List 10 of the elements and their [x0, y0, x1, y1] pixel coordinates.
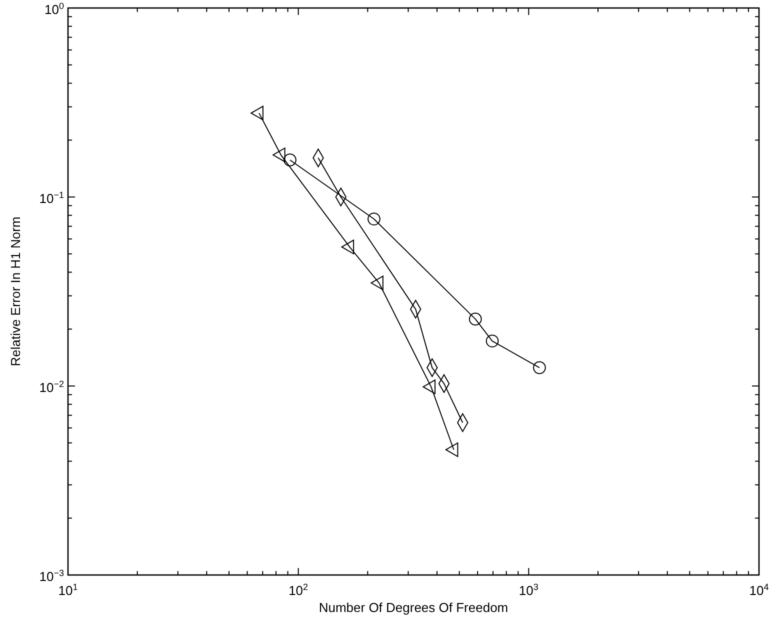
- y-tick-label: 10$^{−1}$: [39, 190, 64, 206]
- x-tick-label: 10$^{2}$: [288, 582, 308, 598]
- y-axis-title: Relative Error In H1 Norm: [8, 216, 23, 366]
- y-tick-label: 10$^{0}$: [44, 1, 64, 17]
- y-tick-label: 10$^{−3}$: [39, 568, 64, 584]
- x-tick-label: 10$^{1}$: [58, 582, 78, 598]
- x-tick-label: 10$^{3}$: [518, 582, 538, 598]
- x-tick-label: 10$^{4}$: [749, 582, 769, 598]
- y-tick-label: 10$^{−2}$: [39, 379, 64, 395]
- x-axis-title: Number Of Degrees Of Freedom: [318, 600, 508, 615]
